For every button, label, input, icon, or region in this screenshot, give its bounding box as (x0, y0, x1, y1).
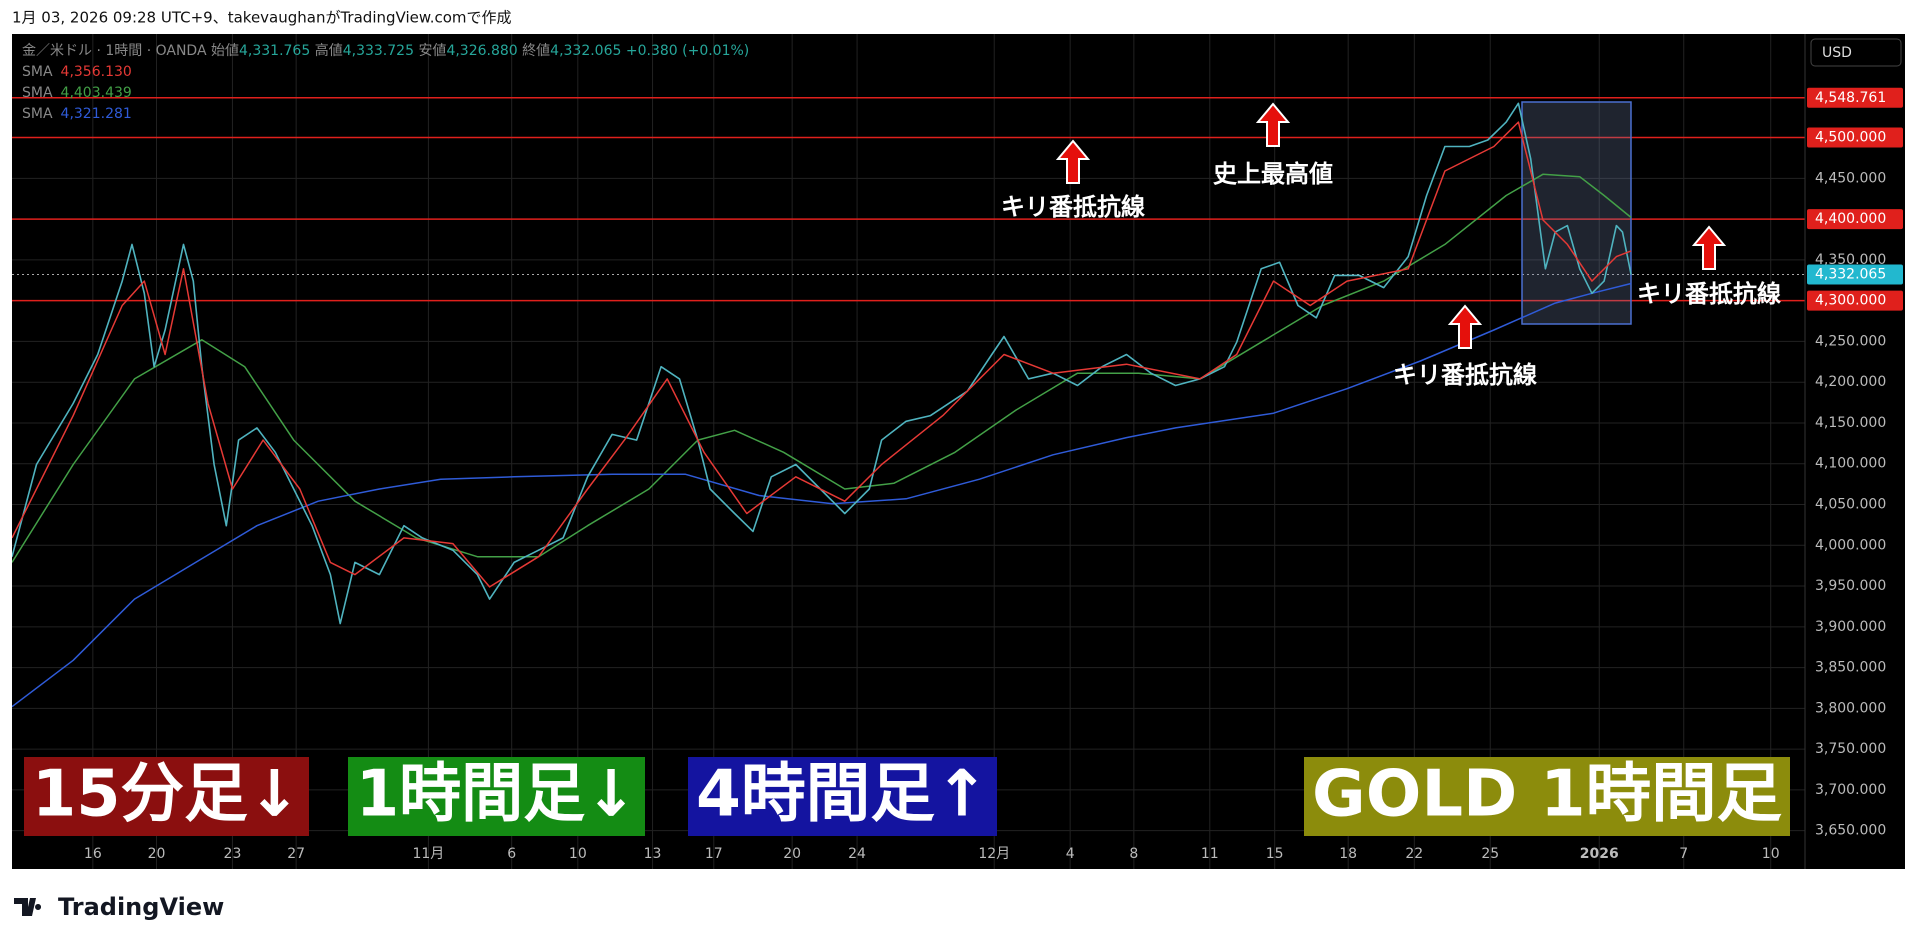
line-series (12, 121, 1632, 588)
chart-bg (12, 34, 1905, 869)
x-tick-label: 23 (224, 846, 242, 862)
level-tag (1807, 209, 1903, 230)
up-arrow (1255, 102, 1291, 147)
ohlc-label: 始値 (211, 43, 239, 59)
y-tick-label: 3,950.000 (1815, 578, 1886, 594)
y-tick-label: 3,700.000 (1815, 782, 1886, 798)
x-tick-label: 10 (1762, 846, 1780, 862)
x-tick-label: 25 (1481, 846, 1499, 862)
highlight-box (1521, 101, 1632, 325)
logo-icon (14, 898, 42, 916)
ohlc-label: 安値 (418, 43, 446, 59)
x-tick-label: 18 (1339, 846, 1357, 862)
y-tick-label: 4,050.000 (1815, 497, 1886, 513)
sma-legend: SMA 4,321.281 (22, 106, 132, 122)
y-tick-label: 3,900.000 (1815, 619, 1886, 635)
legend-line: 金／米ドル · 1時間 · OANDA 始値4,331.765 高値4,333.… (22, 42, 749, 59)
y-tick-label: 4,350.000 (1815, 252, 1886, 268)
currency-button[interactable] (1810, 38, 1902, 67)
x-tick-label: 8 (1129, 846, 1138, 862)
ohlc-value: 4,326.880 (446, 43, 517, 59)
x-tick-label: 20 (783, 846, 801, 862)
x-tick-label: 27 (287, 846, 305, 862)
banner (348, 757, 645, 836)
last-price-tag (1807, 264, 1903, 285)
y-tick-label: 3,800.000 (1815, 700, 1886, 716)
y-tick-label: 3,650.000 (1815, 823, 1886, 839)
annotation: キリ番抵抗線 (1637, 280, 1781, 308)
x-tick-label: 17 (705, 846, 723, 862)
x-tick-label: 7 (1679, 846, 1688, 862)
ohlc-value: 4,331.765 (239, 43, 310, 59)
level-label: 4,300.000 (1815, 293, 1886, 309)
banner-text: GOLD 1時間足 (1312, 758, 1782, 832)
up-arrow (1055, 139, 1091, 184)
x-tick-label: 13 (644, 846, 662, 862)
ohlc-value: 4,332.065 (550, 43, 621, 59)
y-tick-label: 4,150.000 (1815, 415, 1886, 431)
ohlc-value: 4,333.725 (343, 43, 414, 59)
y-tick-label: 4,450.000 (1815, 170, 1886, 186)
x-tick-label: 10 (569, 846, 587, 862)
symbol: 金／米ドル · 1時間 · OANDA (22, 43, 207, 59)
y-tick-label: 4,200.000 (1815, 374, 1886, 390)
level-label: 4,400.000 (1815, 211, 1886, 227)
x-tick-label: 11月 (412, 846, 444, 862)
x-tick-label: 12月 (978, 846, 1010, 862)
sma-legend: SMA 4,356.130 (22, 64, 132, 80)
banner (24, 757, 309, 836)
x-tick-label: 6 (507, 846, 516, 862)
level-tag (1807, 290, 1903, 311)
annotation: キリ番抵抗線 (1393, 361, 1537, 389)
x-tick-label: 22 (1405, 846, 1423, 862)
x-tick-label: 2026 (1580, 846, 1619, 862)
line-series (12, 173, 1632, 563)
sma-legend: SMA 4,403.439 (22, 85, 132, 101)
y-tick-label: 3,850.000 (1815, 660, 1886, 676)
sma-value: 4,403.439 (61, 85, 132, 101)
annotation: キリ番抵抗線 (1001, 193, 1145, 221)
x-tick-label: 20 (148, 846, 166, 862)
banner-text: 4時間足↑ (696, 758, 989, 832)
x-tick-label: 16 (84, 846, 102, 862)
up-arrow (1447, 304, 1483, 349)
banner (1304, 757, 1790, 836)
level-label: 4,548.761 (1815, 90, 1886, 106)
line-series (12, 282, 1632, 708)
x-tick-label: 11 (1201, 846, 1219, 862)
last-price-label: 4,332.065 (1815, 266, 1886, 282)
sma-name: SMA (22, 64, 53, 80)
level-label: 4,500.000 (1815, 130, 1886, 146)
currency-label: USD (1822, 45, 1852, 61)
sma-name: SMA (22, 85, 53, 101)
logo-text: TradingView (58, 893, 224, 921)
level-tag (1807, 127, 1903, 148)
sma-value: 4,356.130 (61, 64, 132, 80)
change: +0.380 (+0.01%) (626, 43, 749, 59)
ohlc-label: 高値 (315, 42, 343, 59)
ohlc-label: 終値 (522, 43, 550, 59)
x-tick-label: 4 (1066, 846, 1075, 862)
sma-value: 4,321.281 (61, 106, 132, 122)
banner-text: 1時間足↓ (356, 758, 637, 832)
sma-name: SMA (22, 106, 53, 122)
up-arrow (1691, 225, 1727, 270)
level-tag (1807, 87, 1903, 108)
x-tick-label: 24 (848, 846, 866, 862)
banner (688, 757, 997, 836)
y-tick-label: 4,000.000 (1815, 537, 1886, 553)
banner-text: 15分足↓ (32, 758, 301, 832)
y-tick-label: 3,750.000 (1815, 741, 1886, 757)
header: 1月 03, 2026 09:28 UTC+9、takevaughanがTrad… (12, 9, 512, 27)
annotation: 史上最高値 (1213, 160, 1333, 188)
x-tick-label: 15 (1266, 846, 1284, 862)
y-tick-label: 4,250.000 (1815, 333, 1886, 349)
y-tick-label: 4,100.000 (1815, 456, 1886, 472)
